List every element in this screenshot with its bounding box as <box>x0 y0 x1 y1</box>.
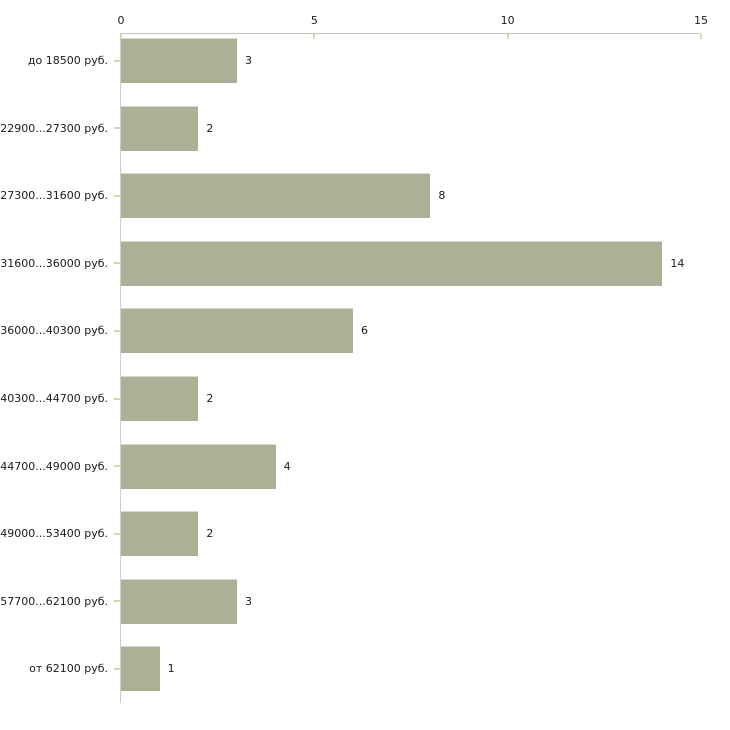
category-label: 22900...27300 руб. <box>0 121 108 135</box>
bar <box>121 511 199 557</box>
y-axis-tick <box>114 667 120 670</box>
y-axis-tick <box>114 194 120 197</box>
x-axis-tick-label: 0 <box>117 14 125 27</box>
bar <box>121 105 199 151</box>
y-axis-tick <box>114 329 120 332</box>
y-axis-tick <box>114 262 120 265</box>
bar <box>121 38 237 83</box>
category-label: 57700...62100 руб. <box>0 594 108 608</box>
bar <box>121 173 431 219</box>
x-axis-tick <box>313 34 316 39</box>
bar-value-label: 4 <box>283 459 291 473</box>
category-label: 40300...44700 руб. <box>0 392 108 405</box>
x-axis-tick <box>120 34 122 39</box>
bar-value-label: 3 <box>245 54 252 67</box>
category-label: 49000...53400 руб. <box>0 527 108 541</box>
category-label: 36000...40300 руб. <box>0 324 108 338</box>
y-axis-tick <box>114 59 120 62</box>
category-label: 44700...49000 руб. <box>0 459 108 473</box>
x-axis-tick-label: 10 <box>500 14 515 27</box>
x-axis-tick-label: 15 <box>694 14 708 27</box>
x-axis-tick <box>506 34 509 39</box>
bar-value-label: 2 <box>206 121 214 135</box>
category-label: 31600...36000 руб. <box>0 256 108 270</box>
category-label: от 62100 руб. <box>29 662 108 676</box>
y-axis-tick <box>114 600 120 603</box>
x-axis-tick-label: 5 <box>310 14 318 27</box>
bar <box>121 578 237 624</box>
category-label: до 18500 руб. <box>27 54 108 67</box>
bar-value-label: 2 <box>206 392 214 405</box>
y-axis-tick <box>114 127 120 130</box>
plot-area: до 18500 руб. 3 22900...27300 руб. 2 27300..… <box>0 14 708 703</box>
bar-value-label: 1 <box>167 662 175 676</box>
y-axis-tick <box>114 532 120 535</box>
bar <box>121 376 199 421</box>
y-axis-tick <box>114 397 120 400</box>
bar-value-label: 6 <box>361 324 368 338</box>
y-axis-tick <box>114 465 120 468</box>
bar <box>121 646 160 692</box>
bar <box>121 308 353 354</box>
x-axis-tick <box>700 34 702 39</box>
bar-value-label: 2 <box>206 527 214 541</box>
category-label: 27300...31600 руб. <box>0 189 108 203</box>
bar <box>121 240 663 286</box>
bar <box>121 443 276 489</box>
bar-value-label: 8 <box>438 189 446 203</box>
bar-value-label: 3 <box>245 594 252 608</box>
bar-value-label: 14 <box>670 256 685 270</box>
